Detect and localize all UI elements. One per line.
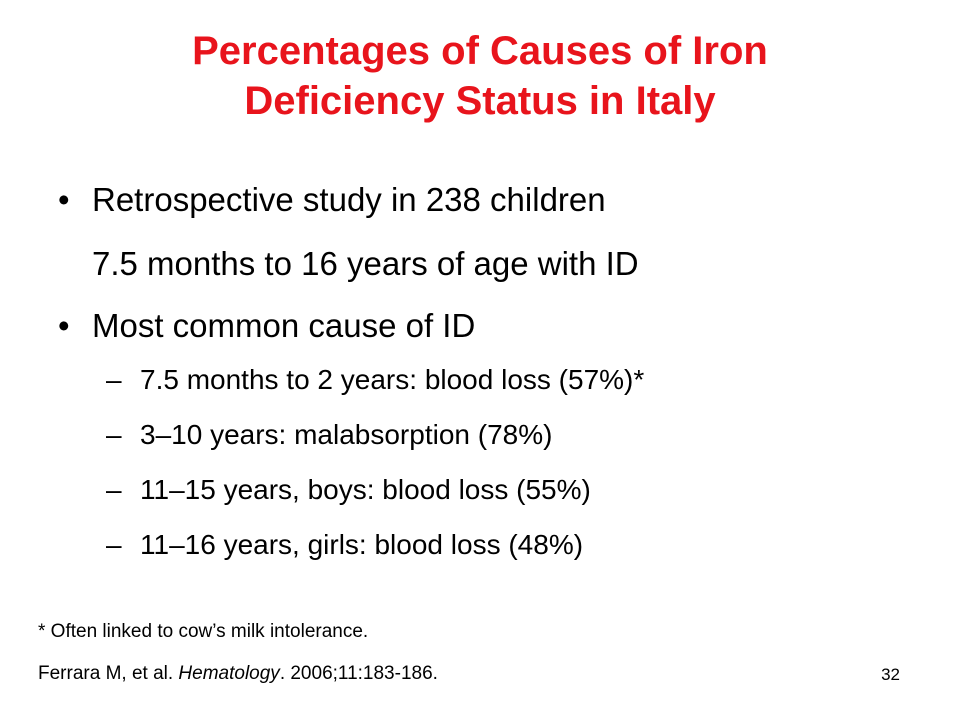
sub-item-text: 11–16 years, girls: blood loss (48%) [140, 529, 584, 560]
bullet-common-cause: • Most common cause of ID [58, 306, 475, 346]
dash-icon: – [106, 364, 122, 395]
citation-journal: Hematology [178, 663, 280, 684]
slide-title-line-2: Deficiency Status in Italy [244, 79, 716, 123]
slide-title-line-1: Percentages of Causes of Iron [192, 29, 768, 73]
bullet-common-cause-text: Most common cause of ID [92, 307, 476, 344]
sub-item-age-7-5m-2y: –7.5 months to 2 years: blood loss (57%)… [106, 363, 644, 397]
citation-details: . 2006;11:183-186. [279, 663, 438, 684]
dash-icon: – [106, 419, 122, 450]
sub-item-age-11-15y-boys: –11–15 years, boys: blood loss (55%) [106, 473, 591, 507]
bullet-dot-icon: • [58, 307, 70, 344]
footnote: * Often linked to cow’s milk intolerance… [38, 621, 369, 642]
bullet-study: • Retrospective study in 238 children [58, 180, 606, 220]
sub-item-text: 11–15 years, boys: blood loss (55%) [140, 474, 591, 505]
slide-title: Percentages of Causes of Iron Deficiency… [40, 26, 920, 126]
bullet-dot-icon: • [58, 181, 70, 218]
bullet-study-text: Retrospective study in 238 children [92, 181, 606, 218]
page-number: 32 [881, 665, 900, 684]
dash-icon: – [106, 529, 122, 560]
citation: Ferrara M, et al. Hematology. 2006;11:18… [38, 662, 438, 686]
dash-icon: – [106, 474, 122, 505]
sub-item-text: 3–10 years: malabsorption (78%) [140, 419, 553, 450]
sub-item-age-11-16y-girls: –11–16 years, girls: blood loss (48%) [106, 528, 583, 562]
sub-item-text: 7.5 months to 2 years: blood loss (57%)* [140, 364, 645, 395]
sub-item-age-3-10y: –3–10 years: malabsorption (78%) [106, 418, 552, 452]
bullet-study-continuation: 7.5 months to 16 years of age with ID [92, 245, 639, 282]
citation-authors: Ferrara M, et al. [38, 663, 179, 684]
